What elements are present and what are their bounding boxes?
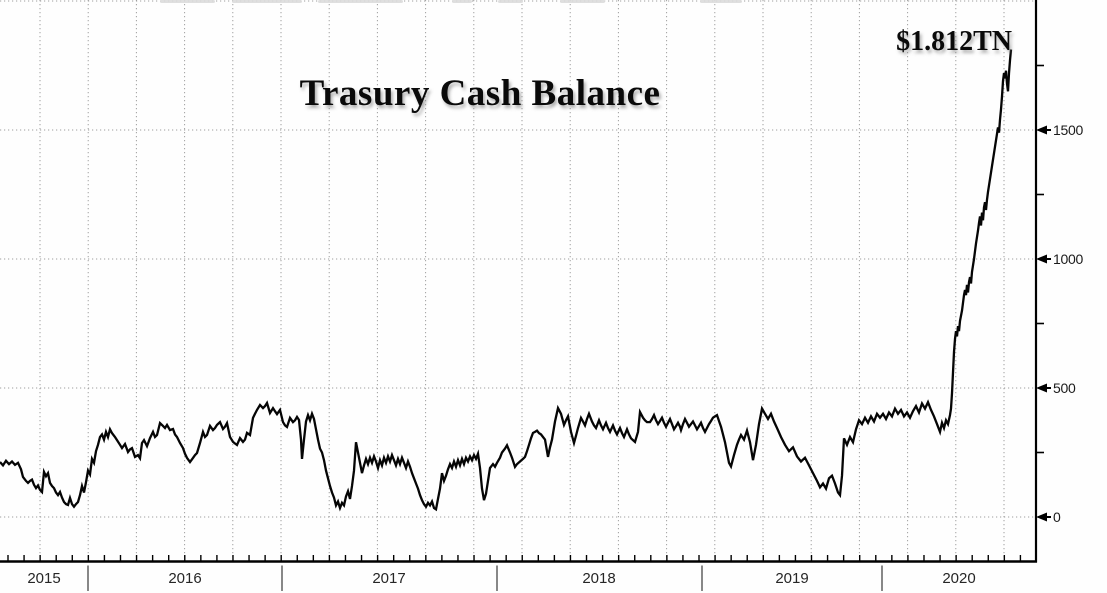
y-major-tick-arrow	[1036, 383, 1047, 393]
x-axis-year-label: 2019	[775, 570, 809, 587]
cropped-artifact	[560, 0, 605, 3]
series-line	[0, 49, 1013, 512]
peak-value-label: $1.812TN	[896, 26, 1012, 57]
y-axis-tick-label: 0	[1053, 508, 1061, 525]
x-axis-year-label: 2020	[942, 570, 976, 587]
y-axis-tick-label: 500	[1053, 379, 1076, 396]
cropped-artifact	[318, 0, 403, 3]
y-major-tick-arrow	[1036, 512, 1047, 522]
cropped-artifact	[700, 0, 742, 3]
cropped-artifact	[160, 0, 215, 3]
y-axis-tick-label: 1500	[1053, 121, 1083, 138]
x-axis-year-label: 2018	[582, 570, 616, 587]
x-axis-year-label: 2017	[372, 570, 406, 587]
chart-title: Trasury Cash Balance	[299, 73, 661, 114]
cropped-artifact	[452, 0, 472, 3]
x-axis-year-label: 2015	[27, 570, 61, 587]
cropped-artifact	[232, 0, 302, 3]
y-major-tick-arrow	[1036, 254, 1047, 264]
y-axis-tick-label: 1000	[1053, 250, 1083, 267]
y-major-tick-arrow	[1036, 125, 1047, 135]
cropped-artifact	[498, 0, 523, 3]
x-axis-year-label: 2016	[168, 570, 202, 587]
